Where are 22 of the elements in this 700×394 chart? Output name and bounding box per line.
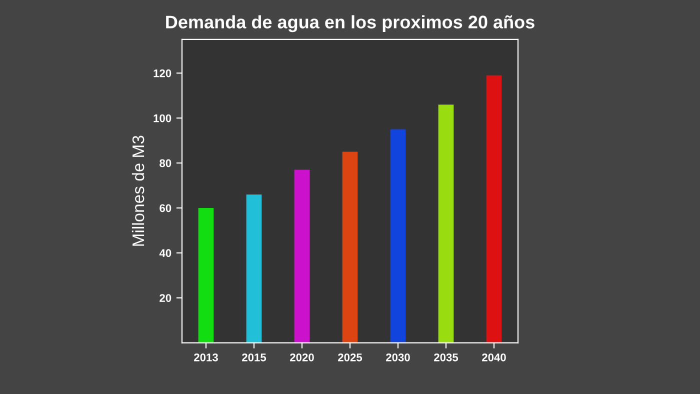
y-tick-label: 20 bbox=[160, 294, 172, 302]
x-tick-label: 2015 bbox=[242, 353, 266, 362]
bar bbox=[438, 104, 454, 343]
bar bbox=[486, 75, 502, 343]
bar bbox=[198, 208, 214, 343]
x-tick-label: 2025 bbox=[338, 353, 362, 362]
y-tick-label: 80 bbox=[160, 159, 172, 168]
y-axis-title: Millones de M3 bbox=[132, 136, 144, 246]
y-tick-label: 40 bbox=[159, 249, 172, 258]
x-tick-label: 2013 bbox=[194, 353, 218, 362]
y-tick-label: 60 bbox=[160, 204, 172, 212]
x-tick-label: 2020 bbox=[290, 353, 314, 362]
y-tick-label: 100 bbox=[154, 114, 172, 122]
x-tick-label: 2030 bbox=[386, 353, 410, 362]
chart-title: Demanda de agua en los proximos 20 años bbox=[166, 15, 534, 32]
bar bbox=[246, 194, 262, 343]
bar bbox=[342, 152, 358, 343]
bar bbox=[390, 129, 406, 343]
x-tick-label: 2035 bbox=[434, 353, 458, 362]
bar bbox=[294, 170, 310, 343]
x-tick-label: 2040 bbox=[482, 353, 506, 362]
y-tick-label: 120 bbox=[154, 69, 172, 78]
